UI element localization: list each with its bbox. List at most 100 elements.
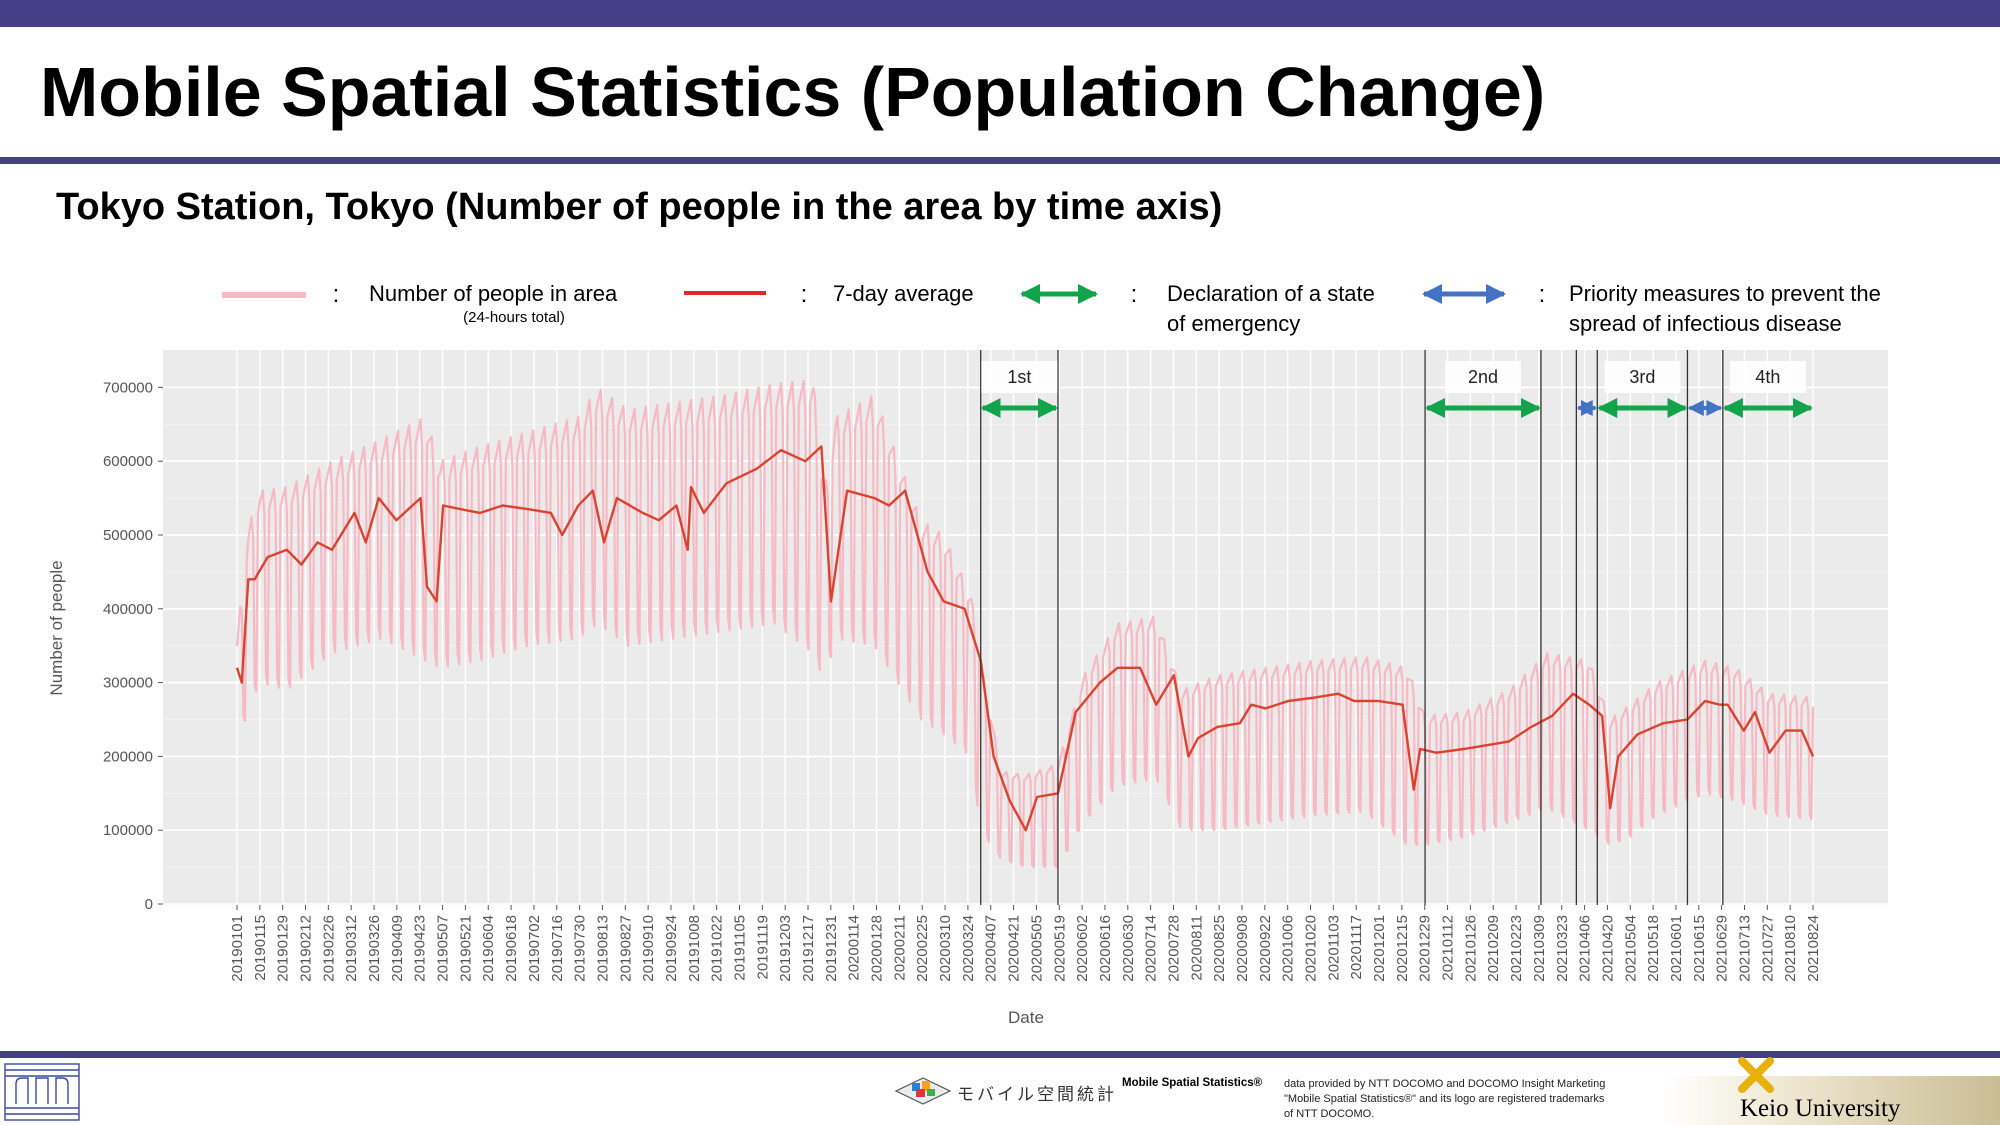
- footer-divider: [0, 1051, 2000, 1058]
- x-tick-label: 20191105: [731, 915, 748, 981]
- footer-note: data provided by NTT DOCOMO and DOCOMO I…: [1284, 1077, 1605, 1122]
- x-tick-label: 20210824: [1805, 915, 1822, 982]
- keio-banner: [1666, 1076, 2000, 1125]
- period-label: 1st: [1007, 367, 1031, 387]
- population-chart: 0 100000 200000 300000 400000 500000 600000 700…: [47, 281, 1888, 1027]
- period-label: 3rd: [1629, 367, 1655, 387]
- x-tick-label: 20200825: [1211, 915, 1228, 982]
- footer-note-line: "Mobile Spatial Statistics®" and its log…: [1284, 1093, 1605, 1105]
- x-tick-label: 20210615: [1691, 915, 1708, 982]
- y-tick-label: 200000: [103, 748, 153, 765]
- x-tick-label: 20191217: [800, 915, 817, 982]
- title-divider: [0, 157, 2000, 164]
- x-tick-label: 20200714: [1143, 915, 1160, 982]
- legend-label-priority: spread of infectious disease: [1569, 311, 1842, 336]
- chart-legend: : Number of people in area (24-hours total…: [222, 281, 1881, 336]
- footer-note-line: data provided by NTT DOCOMO and DOCOMO I…: [1284, 1078, 1606, 1090]
- x-tick-label: 20210420: [1599, 915, 1616, 982]
- x-tick-label: 20190924: [663, 915, 680, 982]
- legend-label-emergency: of emergency: [1167, 311, 1300, 336]
- x-tick-label: 20190716: [549, 915, 566, 982]
- x-tick-label: 20190827: [617, 915, 634, 982]
- y-tick-label: 100000: [103, 822, 153, 839]
- institution-logo-icon: [4, 1063, 80, 1121]
- x-tick-label: 20210727: [1759, 915, 1776, 982]
- x-tick-label: 20191231: [823, 915, 840, 982]
- period-label-box: [1444, 361, 1521, 393]
- x-tick-label: 20201006: [1280, 915, 1297, 982]
- legend-label-daily: Number of people in area: [369, 281, 618, 306]
- x-tick-label: 20201117: [1348, 915, 1365, 980]
- x-tick-label: 20191008: [686, 915, 703, 982]
- series-7day-average-line: [235, 445, 1815, 832]
- x-tick-label: 20201020: [1303, 915, 1320, 982]
- x-tick-label: 20200225: [914, 915, 931, 982]
- x-tick-label: 20200811: [1188, 915, 1205, 981]
- x-tick-label: 20190212: [298, 915, 315, 982]
- x-tick-label: 20200407: [983, 915, 1000, 982]
- x-tick-label: 20200128: [869, 915, 886, 982]
- x-tick-label: 20190423: [412, 915, 429, 982]
- x-tick-label: 20210209: [1485, 915, 1502, 982]
- period-label: 4th: [1755, 367, 1780, 387]
- x-tick-label: 20210601: [1668, 915, 1685, 982]
- x-tick-label: 20210323: [1554, 915, 1571, 982]
- y-tick-label: 400000: [103, 601, 153, 618]
- x-tick-label: 20191022: [709, 915, 726, 982]
- legend-label-average: 7-day average: [833, 281, 974, 306]
- keio-pen-emblem-icon: [1738, 1057, 1774, 1093]
- x-tick-label: 20200421: [1006, 915, 1023, 982]
- x-tick-label: 20190618: [503, 915, 520, 982]
- y-axis: 0 100000 200000 300000 400000 500000 600000 700…: [103, 379, 1888, 913]
- page-title: Mobile Spatial Statistics (Population Ch…: [40, 53, 1546, 131]
- x-tick-label: 20201201: [1371, 915, 1388, 982]
- x-tick-label: 20200728: [1165, 915, 1182, 982]
- x-tick-label: 20210309: [1531, 915, 1548, 982]
- x-tick-label: 20191203: [777, 915, 794, 982]
- page-subtitle: Tokyo Station, Tokyo (Number of people i…: [56, 186, 1223, 228]
- x-tick-label: 20210518: [1645, 915, 1662, 982]
- x-tick-label: 20210629: [1714, 915, 1731, 982]
- legend-separator: :: [801, 281, 808, 308]
- footer-note-line: of NTT DOCOMO.: [1284, 1108, 1375, 1120]
- x-tick-label: 20200602: [1074, 915, 1091, 982]
- legend-separator: :: [1131, 281, 1138, 308]
- x-tick-label: 20190312: [343, 915, 360, 982]
- x-tick-label: 20190507: [435, 915, 452, 982]
- university-name: Keio University: [1740, 1095, 1901, 1122]
- x-tick-label: 20210126: [1462, 915, 1479, 982]
- x-tick-label: 20200908: [1234, 915, 1251, 982]
- x-axis: 20190101 20190115 20190129 20190212 20190226…: [229, 350, 1822, 982]
- period-label: 2nd: [1468, 367, 1498, 387]
- y-tick-label: 500000: [103, 527, 153, 544]
- x-tick-label: 20190604: [480, 915, 497, 982]
- x-tick-label: 20200211: [891, 915, 908, 981]
- y-tick-label: 600000: [103, 453, 153, 470]
- x-tick-label: 20201229: [1417, 915, 1434, 982]
- x-tick-label: 20190813: [594, 915, 611, 982]
- top-brand-bar: [0, 0, 2000, 27]
- footer-logo-text: モバイル空間統計: [957, 1085, 1117, 1104]
- x-tick-label: 20200519: [1051, 915, 1068, 982]
- x-tick-label: 20210810: [1782, 915, 1799, 982]
- x-tick-label: 20190730: [572, 915, 589, 982]
- x-tick-label: 20210112: [1440, 915, 1457, 981]
- x-tick-label: 20210504: [1622, 915, 1639, 982]
- x-tick-label: 20190702: [526, 915, 543, 982]
- x-tick-label: 20201103: [1325, 915, 1342, 981]
- x-tick-label: 20210406: [1577, 915, 1594, 982]
- x-tick-label: 20200324: [960, 915, 977, 982]
- period-label-box: [981, 361, 1058, 393]
- x-tick-label: 20201215: [1394, 915, 1411, 982]
- x-tick-label: 20200616: [1097, 915, 1114, 982]
- x-tick-label: 20210713: [1736, 915, 1753, 982]
- y-tick-label: 700000: [103, 379, 153, 396]
- x-tick-label: 20190326: [366, 915, 383, 982]
- legend-label-priority: Priority measures to prevent the: [1569, 281, 1881, 306]
- x-tick-label: 20200114: [846, 915, 863, 981]
- y-tick-label: 300000: [103, 675, 153, 692]
- x-tick-label: 20200310: [937, 915, 954, 982]
- legend-separator: :: [1539, 281, 1546, 308]
- mobile-spatial-statistics-logo-icon: [894, 1077, 952, 1105]
- period-label-box: [1604, 361, 1681, 393]
